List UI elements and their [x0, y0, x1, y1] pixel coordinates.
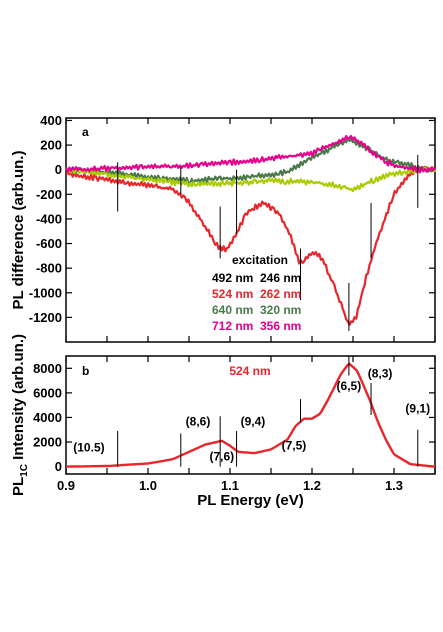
panel-a-chart: 400 200 0 -200 -400 -600 -800 -1000 -1200 a excita…	[10, 113, 437, 343]
plot-frame	[65, 355, 436, 475]
x-tick-label: 1.3	[385, 478, 403, 493]
panel-label: b	[82, 364, 89, 378]
y-tick-label: 4000	[33, 410, 62, 425]
peak-annotation: (7,6)	[209, 449, 234, 463]
legend-entry-b: 356 nm	[260, 319, 301, 333]
y-tick-label: -200	[36, 187, 62, 202]
peak-annotation: (10.5)	[73, 440, 104, 454]
y-axis-label-rest: Intensity (arb.un.)	[10, 334, 27, 464]
y-tick-label: -400	[36, 211, 62, 226]
legend-entry-a: 492 nm	[212, 271, 253, 285]
peak-annotation: (8,3)	[368, 367, 393, 381]
y-tick-label: 0	[55, 459, 62, 474]
legend-entry-a: 524 nm	[212, 287, 253, 301]
y-tick-label: 200	[40, 138, 62, 153]
x-tick-label: 1.2	[303, 478, 321, 493]
y-tick-label: -1000	[29, 285, 62, 300]
series-line	[64, 166, 437, 193]
x-tick-label: 0.9	[57, 478, 75, 493]
y-tick-label: 8000	[33, 361, 62, 376]
y-tick-label: -1200	[29, 310, 62, 325]
peak-annotation: (7,5)	[282, 438, 307, 452]
y-axis-label-main: PL	[10, 477, 27, 496]
y-tick-label: -800	[36, 261, 62, 276]
series-line	[66, 362, 436, 468]
x-tick-label: 1.0	[139, 478, 157, 493]
legend-entry-b: 246 nm	[260, 271, 301, 285]
legend-entry-a: 640 nm	[212, 303, 253, 317]
y-tick-label: 400	[40, 113, 62, 128]
y-tick-label: -600	[36, 236, 62, 251]
y-tick-label: 6000	[33, 385, 62, 400]
y-axis-label: PL difference (arb.un.)	[10, 151, 27, 310]
panel-b-chart: 8000 6000 4000 2000 0 0.9 1.0 1.1 1.2 1.3 (10.5) (8…	[10, 334, 436, 509]
x-axis-label: PL Energy (eV)	[197, 492, 303, 509]
peak-annotation: (9,1)	[405, 402, 430, 416]
x-tick-label: 1.1	[221, 478, 239, 493]
peak-annotation: (9,4)	[241, 414, 266, 428]
panel-label: a	[82, 125, 89, 139]
legend-entry-a: 712 nm	[212, 319, 253, 333]
y-axis-label: PL1C Intensity (arb.un.)	[10, 334, 30, 496]
y-tick-label: 0	[55, 162, 62, 177]
series-label: 524 nm	[229, 364, 270, 378]
legend-entry-b: 262 nm	[260, 287, 301, 301]
legend-entry-b: 320 nm	[260, 303, 301, 317]
series-line	[65, 165, 436, 326]
y-tick-label: 2000	[33, 435, 62, 450]
y-axis-label-sub: 1C	[19, 464, 30, 477]
peak-annotation: (6,5)	[337, 379, 362, 393]
peak-annotation: (8,6)	[186, 414, 211, 428]
legend-title: excitation	[232, 253, 288, 267]
series-line	[64, 135, 436, 174]
plot-frame	[65, 117, 436, 343]
